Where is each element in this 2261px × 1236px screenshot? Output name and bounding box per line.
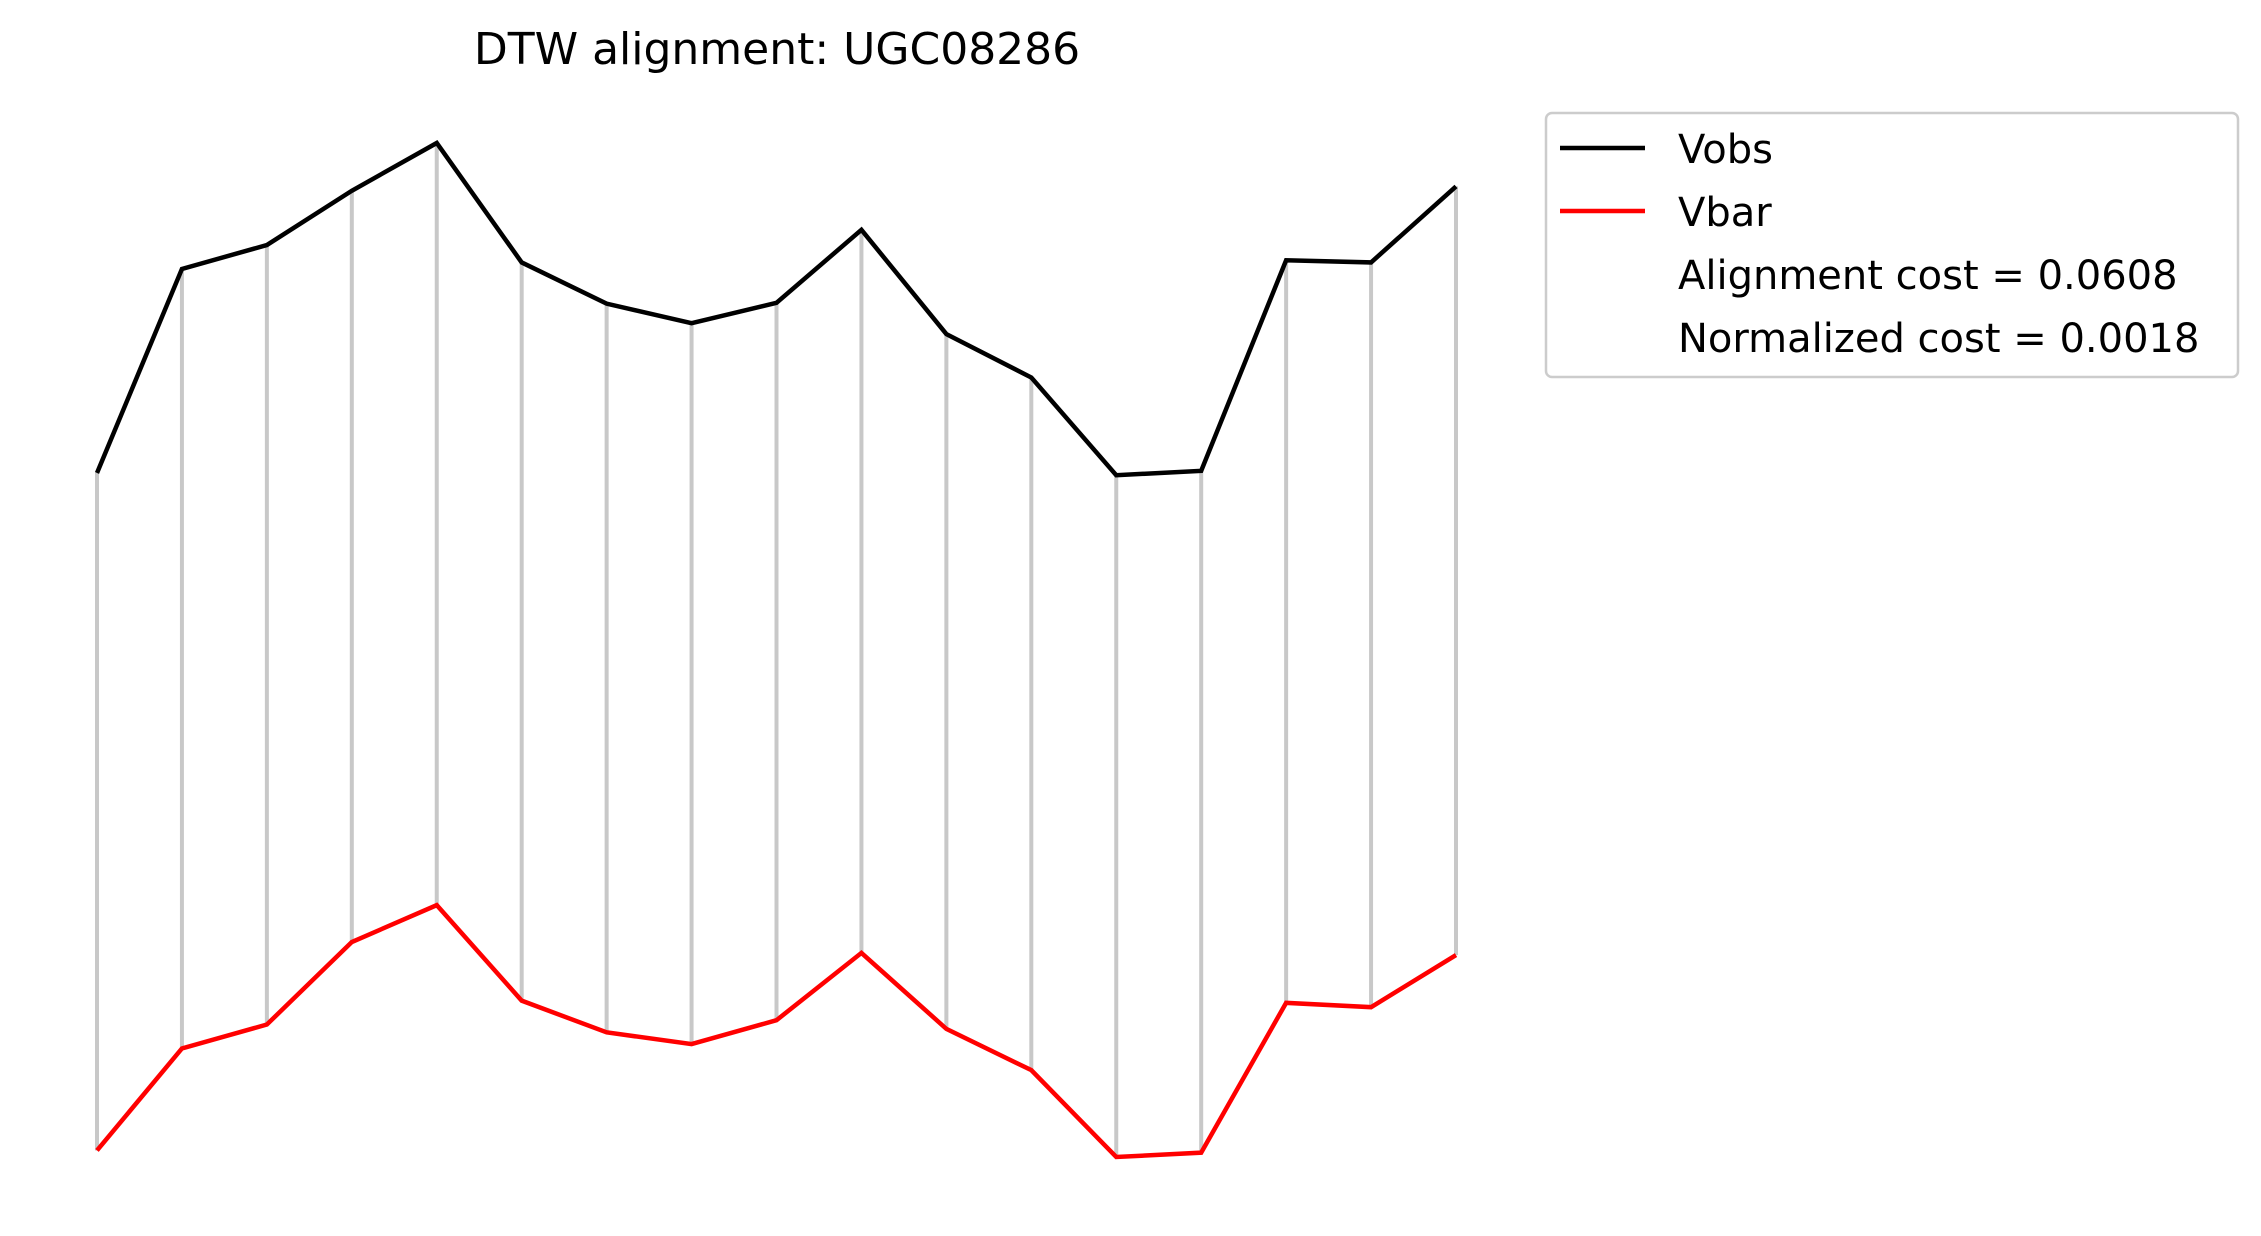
series-lines	[94, 140, 1458, 1160]
legend: Vobs Vbar Alignment cost = 0.0608 Normal…	[1544, 111, 2240, 379]
legend-alignment-cost: Alignment cost = 0.0608	[1678, 253, 2178, 299]
series-line-vbar	[95, 902, 1458, 1160]
legend-normalized-cost: Normalized cost = 0.0018	[1678, 316, 2199, 362]
chart-title: DTW alignment: UGC08286	[474, 24, 1080, 75]
legend-frame	[1544, 111, 2240, 379]
series-line-vobs	[94, 140, 1458, 478]
legend-label-vbar: Vbar	[1678, 190, 1772, 236]
alignment-lines	[95, 143, 1458, 1157]
legend-label-vobs: Vobs	[1678, 127, 1773, 173]
